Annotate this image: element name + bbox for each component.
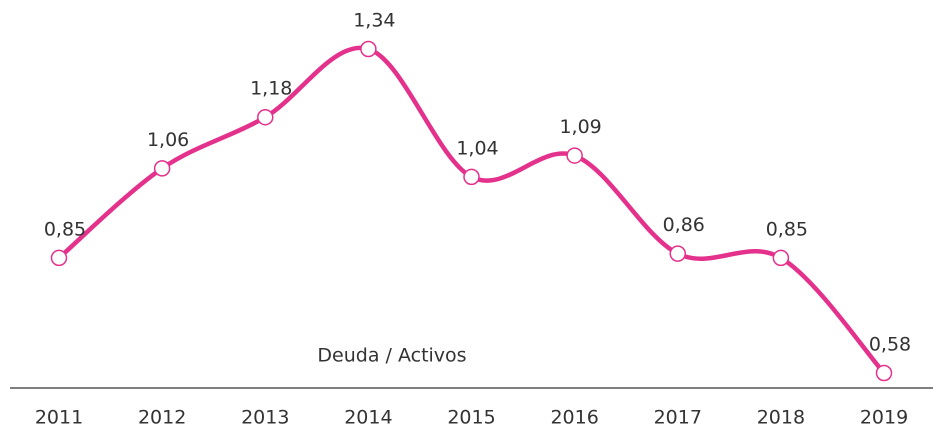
x-tick-label: 2011 (35, 407, 83, 429)
line (57, 45, 886, 375)
point (257, 108, 274, 126)
x-tick-label: 2013 (241, 407, 289, 429)
point (360, 40, 377, 58)
data-label: 1,06 (147, 129, 189, 151)
x-tick-label: 2019 (860, 407, 908, 429)
legend-label: Deuda / Activos (317, 345, 466, 367)
x-tick-label: 2014 (344, 407, 392, 429)
data-label: 0,58 (869, 334, 911, 356)
data-label: 1,04 (456, 137, 498, 159)
data-label: 0,85 (44, 218, 86, 240)
data-label: 1,18 (250, 78, 292, 100)
data-label: 0,86 (663, 214, 705, 236)
x-tick-label: 2017 (654, 407, 702, 429)
point (875, 364, 893, 382)
point (463, 168, 480, 186)
point (669, 245, 686, 262)
data-label: 1,09 (559, 116, 601, 138)
point (153, 160, 171, 177)
x-tick-label: 2018 (757, 407, 805, 429)
data-label: 0,85 (766, 218, 808, 240)
point (566, 147, 583, 164)
point (772, 249, 790, 267)
x-tick-label: 2012 (138, 407, 186, 429)
data-label: 1,34 (353, 10, 395, 32)
x-tick-label: 2016 (550, 407, 598, 429)
point (50, 249, 68, 267)
x-tick-label: 2015 (447, 407, 495, 429)
